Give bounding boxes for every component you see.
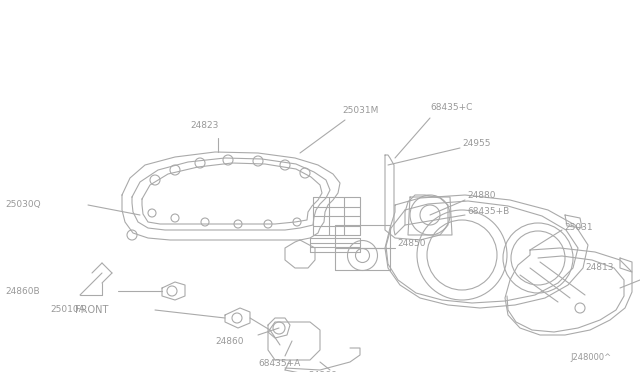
Text: 25030Q: 25030Q [5, 201, 40, 209]
Text: 25010A: 25010A [50, 305, 84, 314]
Text: 24955: 24955 [462, 140, 490, 148]
Text: 24813: 24813 [585, 263, 614, 273]
Text: 68435+B: 68435+B [467, 206, 509, 215]
Text: 24860: 24860 [215, 337, 243, 346]
Text: 68435+A: 68435+A [258, 359, 300, 368]
Text: J248000^: J248000^ [570, 353, 611, 362]
Text: 25031M: 25031M [342, 106, 378, 115]
Text: 24850: 24850 [397, 240, 426, 248]
Text: 24880: 24880 [467, 192, 495, 201]
Text: FRONT: FRONT [75, 305, 108, 315]
Text: 24860B: 24860B [5, 286, 40, 295]
Text: 24823: 24823 [191, 121, 219, 130]
Text: 68435+C: 68435+C [430, 103, 472, 112]
Text: 25031: 25031 [564, 224, 593, 232]
